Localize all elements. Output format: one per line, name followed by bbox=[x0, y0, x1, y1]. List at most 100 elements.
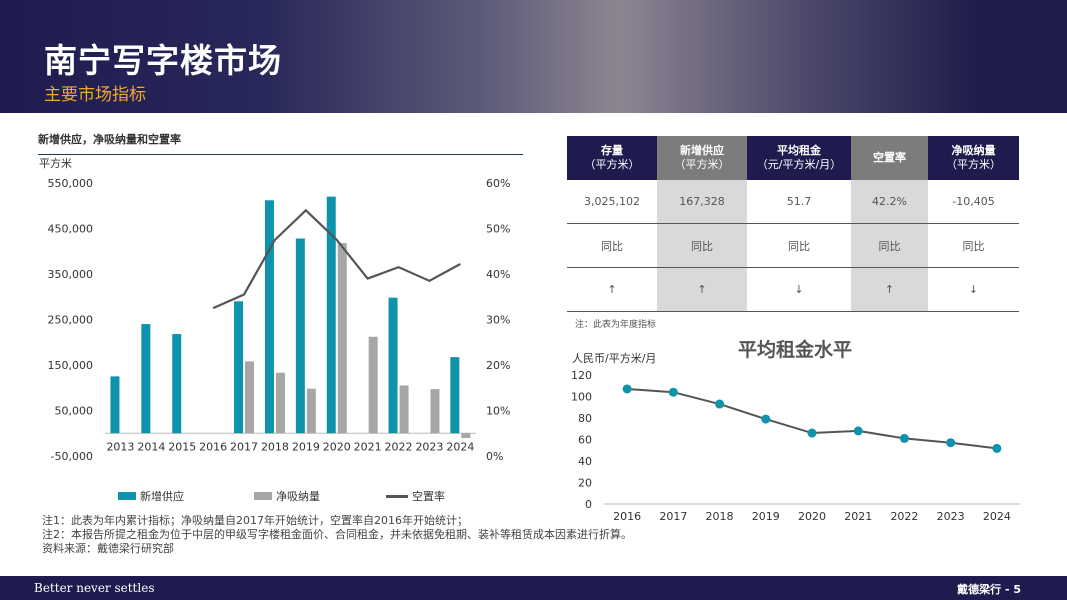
legend-label-supply: 新增供应 bbox=[140, 490, 184, 503]
page-title: 南宁写字楼市场 bbox=[44, 41, 282, 80]
x-tick-label: 2016 bbox=[613, 510, 641, 523]
y-tick-label: 550,000 bbox=[48, 177, 94, 190]
page-subtitle: 主要市场指标 bbox=[44, 85, 146, 105]
table-cell-value: 167,328 bbox=[657, 180, 747, 224]
legend-swatch-vacancy bbox=[386, 494, 408, 498]
table-header-rent: 平均租金 （元/平方米/月） bbox=[747, 136, 851, 180]
table-cell-value: 51.7 bbox=[747, 180, 851, 224]
bar-net-absorption bbox=[275, 372, 285, 434]
legend-supply: 新增供应 bbox=[118, 488, 184, 504]
x-tick-label: 2022 bbox=[890, 510, 918, 523]
y-tick-label: 0 bbox=[585, 498, 592, 511]
table-header-vacancy: 空置率 bbox=[851, 136, 928, 180]
table-cell-value: 42.2% bbox=[851, 180, 928, 224]
bar-new-supply bbox=[234, 301, 244, 434]
x-tick-label: 2018 bbox=[261, 440, 289, 453]
x-tick-label: 2015 bbox=[168, 440, 196, 453]
y-tick-label: 20 bbox=[578, 477, 592, 490]
bar-new-supply bbox=[264, 200, 274, 434]
y2-tick-label: 50% bbox=[486, 223, 510, 236]
x-tick-label: 2019 bbox=[752, 510, 780, 523]
x-tick-label: 2020 bbox=[323, 440, 351, 453]
y2-tick-label: 60% bbox=[486, 177, 510, 190]
source-note: 资料来源：戴德梁行研究部 bbox=[42, 542, 174, 555]
x-tick-label: 2024 bbox=[446, 440, 474, 453]
left-chart-title: 新增供应，净吸纳量和空置率 bbox=[38, 133, 181, 146]
footer-bar: Better never settles 戴德梁行 - 5 bbox=[0, 576, 1067, 600]
rent-data-point bbox=[622, 384, 632, 394]
rent-chart-title: 平均租金水平 bbox=[738, 339, 853, 361]
y-tick-label: 120 bbox=[571, 369, 592, 382]
x-tick-label: 2021 bbox=[354, 440, 382, 453]
rent-chart-unit: 人民币/平方米/月 bbox=[572, 352, 657, 365]
bar-net-absorption bbox=[337, 243, 347, 434]
legend-absorption: 净吸纳量 bbox=[254, 488, 320, 504]
footer-tagline: Better never settles bbox=[34, 581, 155, 595]
legend-label-absorption: 净吸纳量 bbox=[276, 490, 320, 503]
y-tick-label: 60 bbox=[578, 434, 592, 447]
x-tick-label: 2018 bbox=[706, 510, 734, 523]
x-tick-label: 2013 bbox=[106, 440, 134, 453]
table-header-supply: 新增供应 （平方米） bbox=[657, 136, 747, 180]
table-cell-yoy: 同比 bbox=[657, 223, 747, 268]
supply-absorption-vacancy-chart: 550,000 450,000 350,000 250,000 150,000 50,00… bbox=[39, 156, 510, 463]
footnote-2: 注2：本报告所提之租金为位于中层的甲级写字楼租金面价、合同租金，并未依据免租期、… bbox=[42, 528, 632, 541]
y2-tick-label: 0% bbox=[486, 450, 503, 463]
rent-data-point bbox=[992, 443, 1002, 453]
market-indicators-table: 存量 （平方米） 新增供应 （平方米） 平均租金 （元/平方米/月） 空置率 净吸纳量… bbox=[567, 136, 1019, 312]
y2-tick-label: 10% bbox=[486, 405, 510, 418]
rent-data-point bbox=[668, 387, 678, 397]
legend-swatch-supply bbox=[118, 492, 136, 500]
table-row: 3,025,102 167,328 51.7 42.2% -10,405 bbox=[567, 180, 1019, 224]
bar-net-absorption bbox=[368, 336, 378, 434]
rent-data-point bbox=[807, 428, 817, 438]
bar-new-supply bbox=[388, 297, 398, 434]
legend-vacancy: 空置率 bbox=[386, 488, 445, 504]
y-tick-label: 450,000 bbox=[48, 223, 94, 236]
table-cell-arrow: ↓ bbox=[747, 267, 851, 312]
y-axis-title: 平方米 bbox=[39, 156, 72, 170]
y-tick-label: 150,000 bbox=[48, 359, 94, 372]
rent-data-point bbox=[899, 433, 909, 443]
bar-new-supply bbox=[450, 357, 460, 434]
y2-tick-label: 30% bbox=[486, 314, 510, 327]
bar-new-supply bbox=[110, 376, 120, 434]
x-tick-label: 2021 bbox=[844, 510, 872, 523]
table-note: 注：此表为年度指标 bbox=[575, 320, 657, 330]
bar-net-absorption bbox=[245, 361, 255, 434]
legend-label-vacancy: 空置率 bbox=[412, 490, 445, 503]
x-tick-label: 2024 bbox=[983, 510, 1011, 523]
x-tick-label: 2014 bbox=[137, 440, 165, 453]
y2-tick-label: 40% bbox=[486, 268, 510, 281]
table-cell-yoy: 同比 bbox=[928, 223, 1019, 268]
bar-new-supply bbox=[326, 196, 336, 434]
y-tick-label: 250,000 bbox=[48, 314, 94, 327]
table-row: 同比 同比 同比 同比 同比 bbox=[567, 223, 1019, 268]
y-tick-label: 40 bbox=[578, 455, 592, 468]
x-tick-label: 2023 bbox=[937, 510, 965, 523]
table-header-absorption: 净吸纳量 （平方米） bbox=[928, 136, 1019, 180]
y-tick-label: 100 bbox=[571, 391, 592, 404]
table-cell-arrow: ↑ bbox=[567, 267, 657, 312]
x-tick-label: 2017 bbox=[659, 510, 687, 523]
bar-new-supply bbox=[172, 334, 182, 434]
left-chart-divider bbox=[38, 154, 523, 155]
table-header-stock: 存量 （平方米） bbox=[567, 136, 657, 180]
table-cell-arrow: ↑ bbox=[851, 267, 928, 312]
footer-page-label: 戴德梁行 - 5 bbox=[957, 583, 1021, 596]
table-cell-value: -10,405 bbox=[928, 180, 1019, 224]
table-cell-value: 3,025,102 bbox=[567, 180, 657, 224]
y-tick-label: 350,000 bbox=[48, 268, 94, 281]
table-row: ↑ ↑ ↓ ↑ ↓ bbox=[567, 267, 1019, 312]
x-tick-label: 2016 bbox=[199, 440, 227, 453]
table-cell-arrow: ↓ bbox=[928, 267, 1019, 312]
x-tick-label: 2023 bbox=[415, 440, 443, 453]
x-tick-label: 2019 bbox=[292, 440, 320, 453]
table-header-row: 存量 （平方米） 新增供应 （平方米） 平均租金 （元/平方米/月） 空置率 净吸纳量… bbox=[567, 136, 1019, 180]
bar-new-supply bbox=[295, 238, 305, 434]
header-banner: 南宁写字楼市场 主要市场指标 bbox=[0, 0, 1067, 113]
bar-net-absorption bbox=[461, 433, 471, 438]
x-tick-label: 2017 bbox=[230, 440, 258, 453]
average-rent-chart: 120 100 80 60 40 20 0 2016 2017 2018 2019 2020 2021 2… bbox=[571, 369, 1020, 523]
bar-new-supply bbox=[141, 324, 151, 434]
